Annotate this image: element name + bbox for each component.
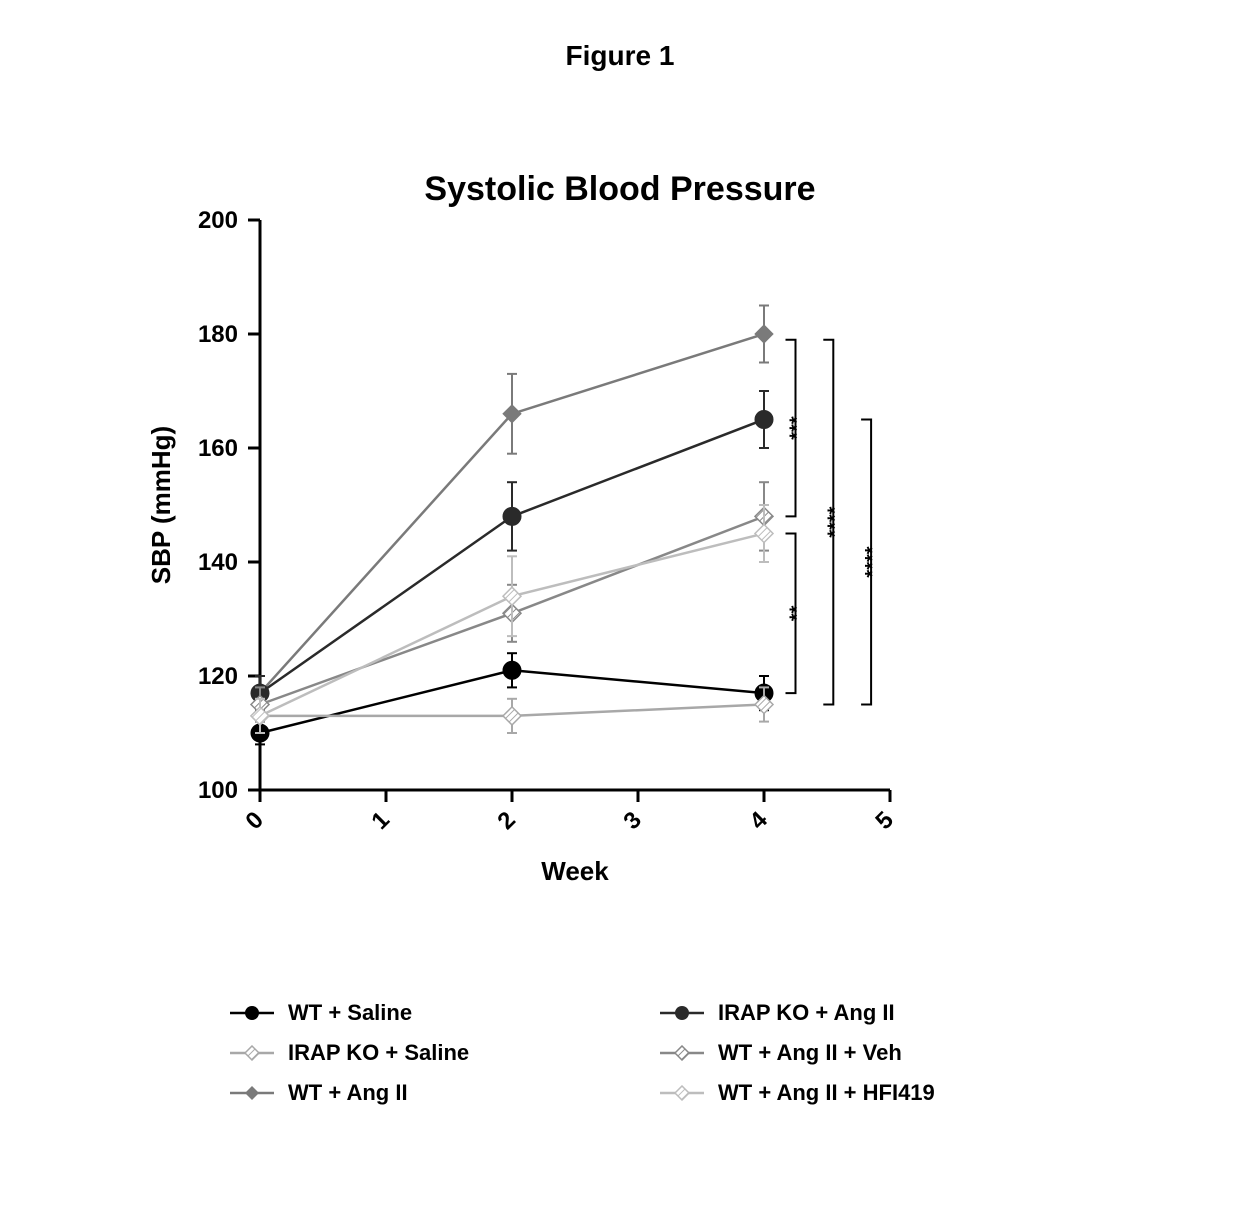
legend: WT + Saline IRAP KO + Ang II IRAP KO + Sal…: [230, 1000, 1050, 1120]
legend-row: WT + Ang II WT + Ang II + HFI419: [230, 1080, 1050, 1106]
marker-diamond-hatched: [251, 707, 269, 725]
marker-circle: [755, 411, 773, 429]
significance-label: ***: [787, 416, 809, 440]
y-tick-label: 160: [198, 435, 238, 462]
significance-label: ****: [824, 506, 846, 537]
x-axis-label: Week: [541, 856, 609, 886]
marker-diamond-hatched: [503, 707, 521, 725]
legend-swatch: [660, 1085, 704, 1101]
y-axis-label: SBP (mmHg): [146, 426, 176, 584]
legend-item-wt_saline: WT + Saline: [230, 1000, 600, 1026]
legend-swatch: [230, 1085, 274, 1101]
y-tick-label: 140: [198, 549, 238, 576]
significance-bracket: ****: [823, 340, 846, 705]
legend-item-wt_angii_hfi419: WT + Ang II + HFI419: [660, 1080, 1030, 1106]
marker-circle: [503, 661, 521, 679]
legend-label: WT + Ang II + HFI419: [718, 1080, 935, 1106]
x-tick-label: 5: [870, 806, 899, 835]
significance-label: ****: [862, 546, 884, 577]
legend-item-irapko_angii: IRAP KO + Ang II: [660, 1000, 1030, 1026]
legend-label: WT + Ang II: [288, 1080, 408, 1106]
legend-swatch: [660, 1045, 704, 1061]
significance-bracket: **: [786, 534, 809, 694]
legend-row: IRAP KO + Saline WT + Ang II + Veh: [230, 1040, 1050, 1066]
marker-circle: [503, 507, 521, 525]
significance-label: **: [787, 605, 809, 621]
marker-diamond-hatched: [503, 587, 521, 605]
y-tick-label: 180: [198, 321, 238, 348]
x-tick-label: 1: [366, 806, 395, 835]
series-irapko_saline: [251, 687, 773, 733]
marker-diamond: [755, 325, 773, 343]
legend-swatch: [230, 1005, 274, 1021]
legend-label: WT + Ang II + Veh: [718, 1040, 902, 1066]
marker-diamond-hatched: [755, 525, 773, 543]
x-tick-label: 0: [240, 806, 269, 835]
legend-item-wt_angii: WT + Ang II: [230, 1080, 600, 1106]
legend-label: IRAP KO + Saline: [288, 1040, 469, 1066]
y-tick-label: 100: [198, 777, 238, 804]
significance-bracket: ***: [786, 340, 809, 517]
y-tick-label: 120: [198, 663, 238, 690]
x-tick-label: 3: [618, 806, 647, 835]
y-tick-label: 200: [198, 207, 238, 234]
x-tick-label: 2: [492, 806, 521, 835]
chart-svg: 100 120 140 160 180 200 0 1 2 3 4 5 SBP (mmHg) Week **…: [0, 0, 1240, 980]
legend-item-wt_angii_veh: WT + Ang II + Veh: [660, 1040, 1030, 1066]
legend-swatch: [230, 1045, 274, 1061]
page: Figure 1 Systolic Blood Pressure 1001201…: [0, 0, 1240, 1220]
legend-label: WT + Saline: [288, 1000, 412, 1026]
significance-bracket: ****: [861, 420, 884, 705]
x-tick-label: 4: [744, 806, 773, 835]
legend-row: WT + Saline IRAP KO + Ang II: [230, 1000, 1050, 1026]
legend-swatch: [660, 1005, 704, 1021]
legend-item-irapko_saline: IRAP KO + Saline: [230, 1040, 600, 1066]
legend-label: IRAP KO + Ang II: [718, 1000, 895, 1026]
